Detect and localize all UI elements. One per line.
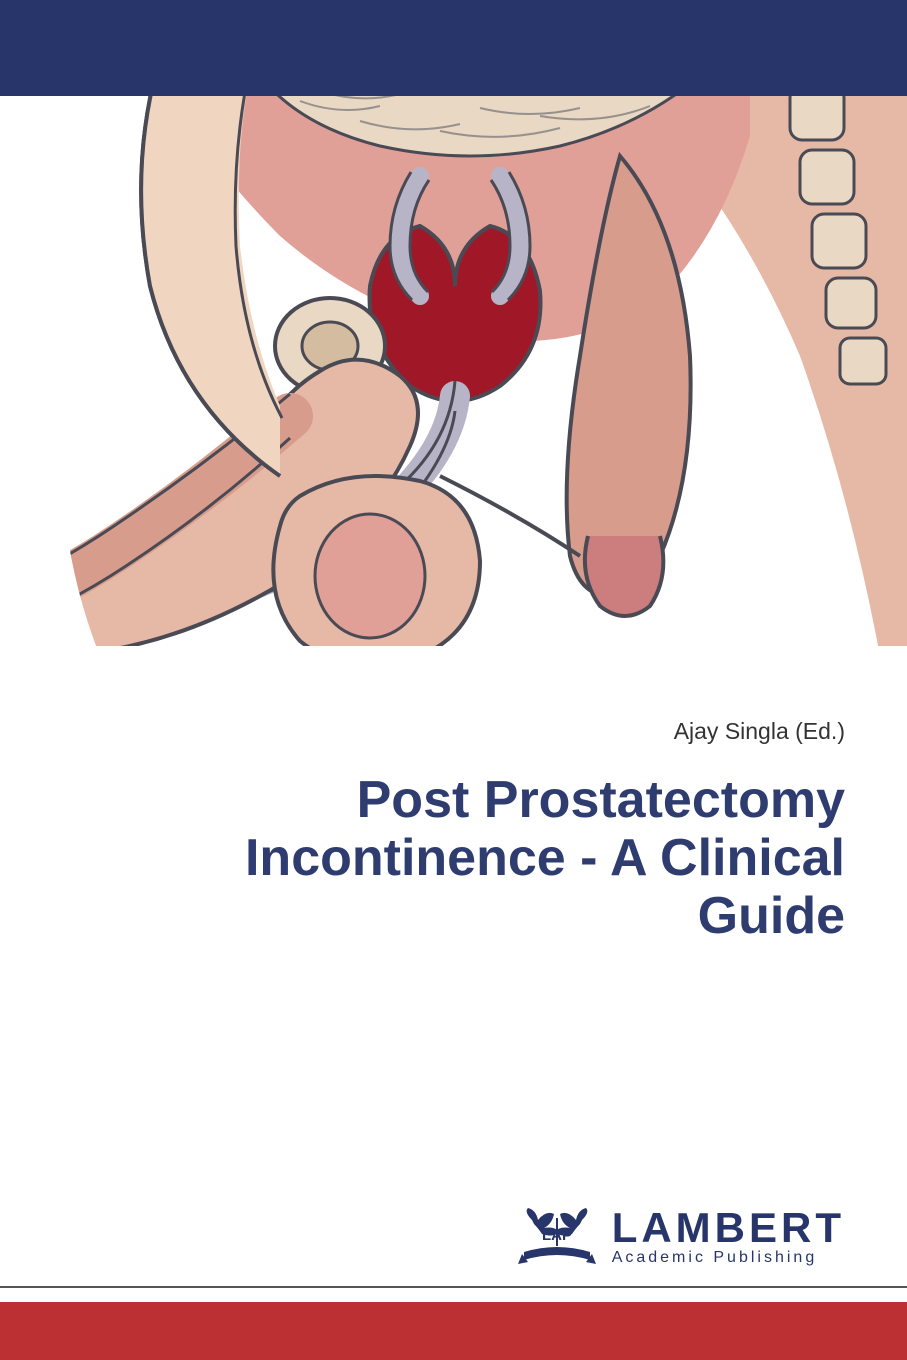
svg-text:LAP: LAP [542,1227,572,1244]
anatomy-illustration [0,96,907,646]
publisher-name: LAMBERT Academic Publishing [612,1209,845,1267]
author-name: Ajay Singla (Ed.) [245,718,845,745]
publisher-logo-icon: LAP [514,1206,600,1270]
top-bar [0,0,907,96]
publisher-block: LAP LAMBERT Academic Publishing [514,1206,845,1270]
book-title: Post Prostatectomy Incontinence - A Clin… [245,771,845,946]
divider-rule [0,1286,907,1288]
title-line-3: Guide [698,887,845,945]
cover-text: Ajay Singla (Ed.) Post Prostatectomy Inc… [245,718,845,946]
publisher-main-name: LAMBERT [612,1209,845,1247]
publisher-tagline: Academic Publishing [612,1249,845,1267]
title-line-1: Post Prostatectomy [357,771,845,829]
bottom-bar [0,1302,907,1360]
title-line-2: Incontinence - A Clinical [245,829,845,887]
